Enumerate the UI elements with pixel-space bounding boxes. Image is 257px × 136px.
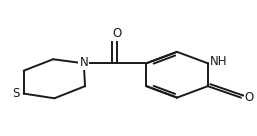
Text: NH: NH — [210, 55, 227, 68]
Text: N: N — [79, 56, 88, 69]
Text: O: O — [112, 27, 122, 40]
Text: O: O — [245, 91, 254, 104]
Text: S: S — [12, 87, 20, 100]
